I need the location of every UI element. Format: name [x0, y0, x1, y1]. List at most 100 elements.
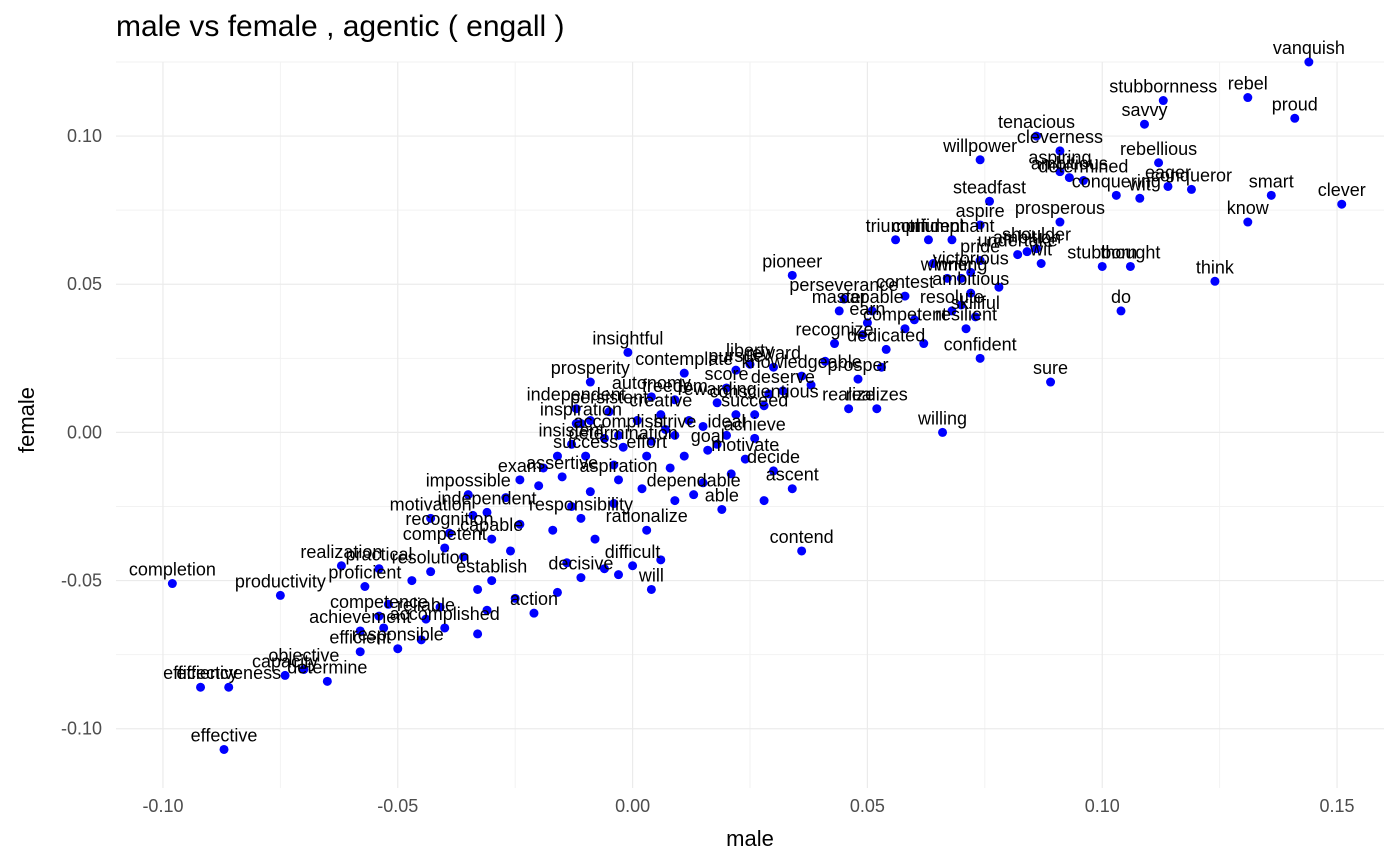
data-point	[336, 561, 346, 571]
data-point	[1055, 146, 1065, 156]
data-point	[515, 475, 525, 485]
point-label: determine	[287, 657, 367, 677]
data-point	[839, 294, 849, 304]
data-point	[867, 306, 877, 316]
data-point	[1163, 181, 1173, 191]
point-label: willing	[917, 408, 967, 428]
data-point	[844, 404, 854, 414]
data-point	[557, 472, 567, 482]
data-point	[722, 383, 732, 393]
point-label: conqueror	[1151, 165, 1232, 185]
y-tick-label: -0.10	[61, 719, 102, 739]
point-label: rewarding	[678, 379, 757, 399]
data-point	[665, 463, 675, 473]
data-point	[834, 306, 844, 316]
point-label: vanquish	[1273, 38, 1345, 58]
data-point	[684, 416, 694, 426]
point-label: conquering	[1072, 171, 1161, 191]
data-point	[407, 576, 417, 586]
data-point	[548, 525, 558, 535]
data-point	[862, 318, 872, 328]
point-label: tenacious	[998, 112, 1075, 132]
point-label: writing	[934, 254, 987, 274]
point-label: rationalize	[606, 506, 688, 526]
point-label: shoulder	[1002, 225, 1071, 245]
point-label: confident	[892, 216, 965, 236]
point-label: ideal	[708, 411, 746, 431]
data-point	[322, 676, 332, 686]
y-tick-label: 0.00	[67, 422, 102, 442]
point-label: savvy	[1121, 100, 1167, 120]
data-point	[515, 519, 525, 529]
point-label: realization	[300, 542, 382, 562]
point-label: do	[1111, 287, 1131, 307]
data-point	[196, 682, 206, 692]
point-label: competence	[330, 592, 428, 612]
x-tick-label: -0.10	[142, 796, 183, 816]
point-label: resilient	[935, 305, 997, 325]
data-point	[923, 235, 933, 245]
data-point	[947, 306, 957, 316]
point-label: pride	[960, 237, 1000, 257]
data-point	[599, 564, 609, 574]
point-label: sure	[1033, 358, 1068, 378]
point-label: accomplish	[573, 411, 663, 431]
data-point	[717, 504, 727, 514]
data-point	[759, 496, 769, 506]
x-tick-label: 0.05	[850, 796, 885, 816]
point-label: thought	[1100, 242, 1160, 262]
x-axis-title: male	[726, 826, 774, 851]
point-label: objective	[268, 645, 339, 665]
unlabeled-points	[379, 259, 1004, 645]
point-label: ambitious	[1031, 154, 1108, 174]
data-point	[656, 555, 666, 565]
point-label: liberty	[726, 340, 774, 360]
data-point	[487, 534, 497, 544]
point-label: reward	[746, 343, 801, 363]
data-point	[482, 507, 492, 517]
data-point	[646, 392, 656, 402]
data-point	[585, 377, 595, 387]
data-point	[1055, 217, 1065, 227]
data-point	[275, 590, 285, 600]
data-point	[1158, 96, 1168, 106]
data-point	[618, 442, 628, 452]
data-point	[994, 282, 1004, 292]
point-label: rebel	[1228, 74, 1268, 94]
point-label: effort	[626, 432, 667, 452]
data-point	[299, 664, 309, 674]
point-label: pursue	[708, 346, 763, 366]
data-point	[764, 389, 774, 399]
data-point	[562, 558, 572, 568]
point-label: contemplate	[635, 349, 733, 369]
point-label: determined	[1038, 157, 1128, 177]
data-point	[726, 469, 736, 479]
data-point	[759, 401, 769, 411]
data-point	[938, 427, 948, 437]
point-label: cleverness	[1017, 127, 1103, 147]
point-label: effectiveness	[176, 663, 281, 683]
point-label: exam	[498, 456, 542, 476]
data-point	[1046, 377, 1056, 387]
data-point	[1116, 306, 1126, 316]
data-point	[670, 430, 680, 440]
data-point	[712, 398, 722, 408]
data-point	[1304, 57, 1314, 67]
data-point	[768, 362, 778, 372]
data-point	[1139, 119, 1149, 129]
data-point	[956, 300, 966, 310]
point-label: reliable	[397, 595, 455, 615]
point-label: ambitious	[932, 269, 1009, 289]
point-label: pioneer	[762, 251, 822, 271]
point-label: will	[638, 565, 664, 585]
point-label: prosperity	[551, 358, 630, 378]
point-label: master	[812, 287, 867, 307]
data-point	[900, 291, 910, 301]
data-point	[614, 430, 624, 440]
point-label: proficient	[328, 562, 401, 582]
grid-major	[116, 62, 1384, 788]
data-point	[928, 259, 938, 269]
x-tick-label: 0.10	[1085, 796, 1120, 816]
